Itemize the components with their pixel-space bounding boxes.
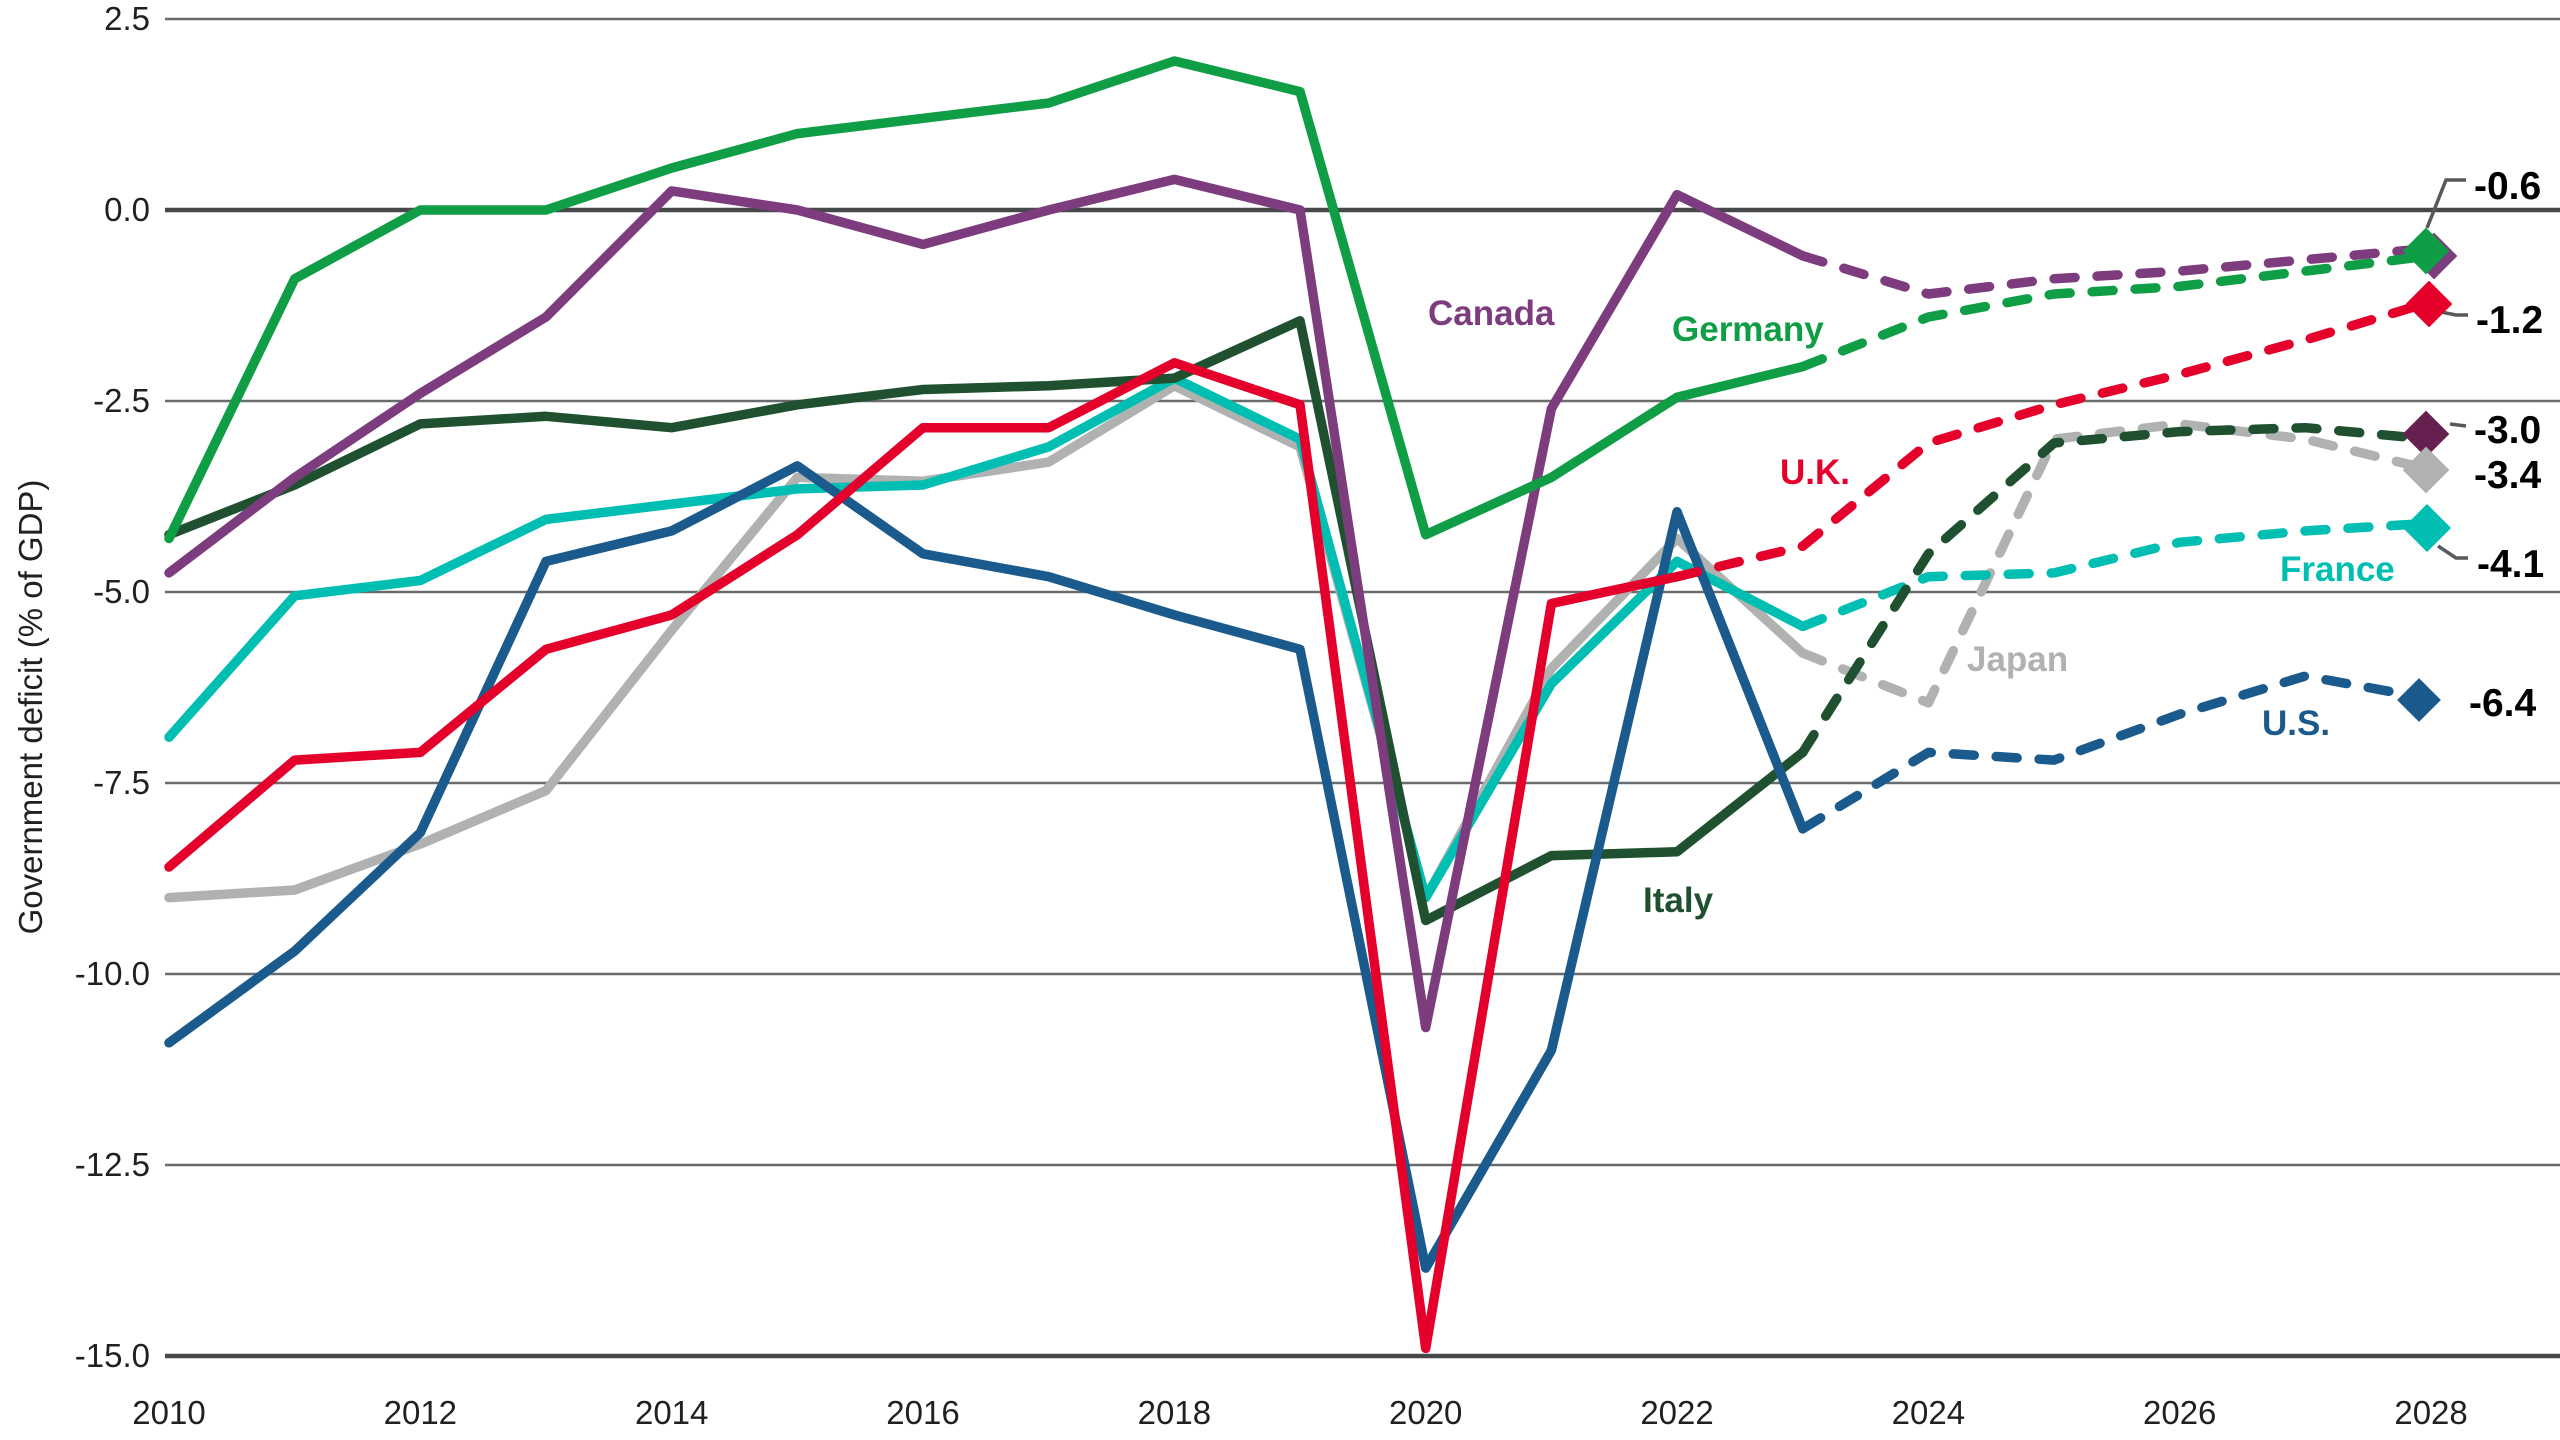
diamond-marker-germany	[2402, 227, 2450, 275]
series-line-italy-actual	[164, 316, 1808, 926]
diamond-marker-france	[2402, 503, 2452, 553]
diamond-marker-u-s	[2397, 678, 2441, 722]
y-tick-label: 2.5	[104, 0, 150, 37]
y-tick-label: -10.0	[75, 955, 150, 992]
y-tick-label: -15.0	[75, 1337, 150, 1374]
end-value-label-u-s: -6.4	[2469, 682, 2537, 725]
diamond-marker-italy	[2402, 410, 2450, 458]
callout-lines	[2425, 178, 2468, 560]
callout-line-italy	[2449, 422, 2467, 428]
x-tick-label: 2028	[2394, 1394, 2467, 1431]
country-label-italy: Italy	[1643, 881, 1714, 920]
x-tick-label: 2016	[886, 1394, 959, 1431]
series-line-u-s-projection	[1797, 671, 2436, 834]
x-axis-tick-labels: 2010 2012 2014 2016 2018 2020 2022 2024 2026 2028	[132, 1394, 2467, 1431]
end-value-label-u-k: -1.2	[2476, 299, 2543, 342]
end-value-labels: -3.4 -4.1 -3.0 -6.4 -1.2 -0.6	[2469, 165, 2544, 725]
series-line-u-s-actual	[164, 461, 1808, 1273]
series-line-germany-actual	[164, 56, 1808, 544]
series-line-france-projection	[1797, 518, 2436, 632]
x-tick-label: 2024	[1892, 1394, 1965, 1431]
series-line-u-k-projection	[1672, 296, 2436, 582]
country-label-germany: Germany	[1672, 310, 1824, 349]
country-label-u-k: U.K.	[1780, 453, 1850, 492]
end-value-label-france: -4.1	[2477, 543, 2544, 586]
country-label-france: France	[2280, 550, 2395, 589]
y-tick-label: -7.5	[93, 764, 150, 801]
y-tick-label: -5.0	[93, 573, 150, 610]
x-tick-label: 2014	[635, 1394, 708, 1431]
callout-line-germany	[2425, 178, 2466, 229]
series-line-france-actual	[164, 373, 1808, 903]
series-line-canada-projection	[1797, 243, 2436, 299]
country-label-canada: Canada	[1428, 294, 1555, 333]
series-line-japan-projection	[1797, 419, 2436, 708]
callout-line-france	[2437, 544, 2468, 560]
end-value-label-japan: -3.4	[2474, 454, 2542, 497]
x-tick-label: 2010	[132, 1394, 205, 1431]
series-line-u-k-actual	[164, 358, 1682, 1354]
y-axis-title: Government deficit (% of GDP)	[12, 480, 49, 935]
country-label-u-s: U.S.	[2262, 704, 2330, 743]
x-tick-label: 2026	[2143, 1394, 2216, 1431]
series-line-canada-actual	[164, 174, 1808, 1033]
series-line-italy-projection	[1797, 422, 2436, 758]
x-tick-label: 2018	[1138, 1394, 1211, 1431]
callout-line-u-k	[2440, 310, 2468, 317]
x-tick-label: 2020	[1389, 1394, 1462, 1431]
y-tick-label: 0.0	[104, 191, 150, 228]
series-line-germany-projection	[1797, 251, 2436, 372]
series-lines	[164, 56, 2436, 1354]
y-axis-tick-labels: 2.5 0.0 -2.5 -5.0 -7.5 -10.0 -12.5 -15.0	[75, 0, 150, 1374]
y-tick-label: -2.5	[93, 382, 150, 419]
x-tick-label: 2022	[1640, 1394, 1713, 1431]
diamond-marker-u-k	[2405, 280, 2453, 328]
end-value-label-germany: -0.6	[2474, 165, 2541, 208]
x-tick-label: 2012	[384, 1394, 457, 1431]
series-labels: Japan France Italy U.S. U.K. Canada Germany	[1428, 294, 2395, 920]
y-tick-label: -12.5	[75, 1146, 150, 1183]
diamond-marker-japan	[2402, 446, 2450, 494]
country-label-japan: Japan	[1967, 640, 2068, 679]
end-value-label-italy: -3.0	[2474, 409, 2541, 452]
end-markers	[2397, 227, 2458, 722]
